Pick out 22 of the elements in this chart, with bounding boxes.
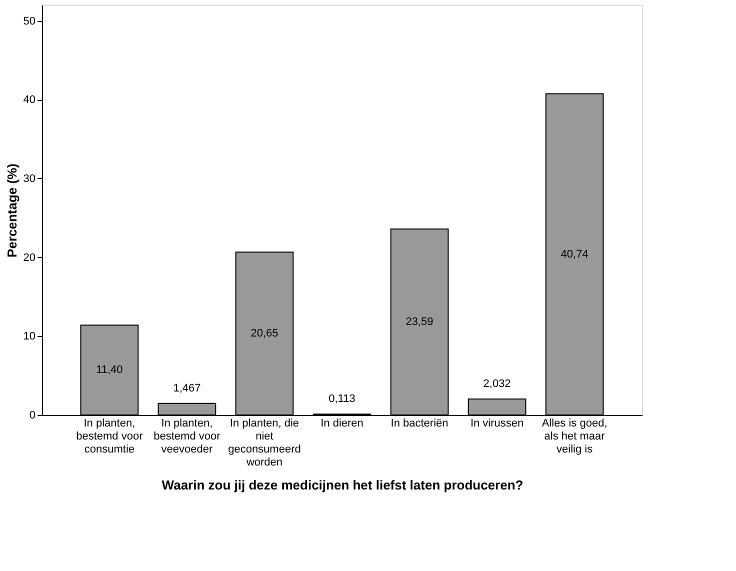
- x-tick-label: In planten, bestemd voor veevoeder: [154, 418, 221, 456]
- x-tick-label: In dieren: [320, 418, 364, 430]
- y-tick-label: 20: [23, 252, 36, 264]
- data-label: 20,65: [250, 328, 278, 340]
- x-tick-label: In planten, bestemd voor consumtie: [76, 418, 144, 456]
- data-label: 40,74: [560, 248, 588, 260]
- y-tick-label: 50: [23, 15, 36, 28]
- y-tick-label: 10: [23, 330, 36, 343]
- y-tick-label: 0: [29, 410, 36, 422]
- x-axis-title: Waarin zou jij deze medicijnen het liefst laten produceren?: [162, 478, 524, 492]
- x-tick-label: In virussen: [470, 418, 524, 430]
- data-label: 2,032: [483, 378, 511, 390]
- y-tick-label: 30: [23, 172, 36, 185]
- x-tick-label: Alles is goed, als het maar veilig is: [542, 418, 608, 456]
- y-axis-title: Percentage (%): [4, 164, 20, 258]
- data-label: 11,40: [96, 364, 123, 376]
- data-label: 0,113: [328, 393, 356, 406]
- x-tick-label: In planten, die niet geconsumeerd worden: [228, 418, 301, 468]
- y-tick-label: 40: [23, 94, 36, 106]
- data-label: 23,59: [406, 316, 434, 328]
- data-label: 1,467: [173, 382, 201, 394]
- x-tick-label: In bacteriën: [390, 418, 448, 430]
